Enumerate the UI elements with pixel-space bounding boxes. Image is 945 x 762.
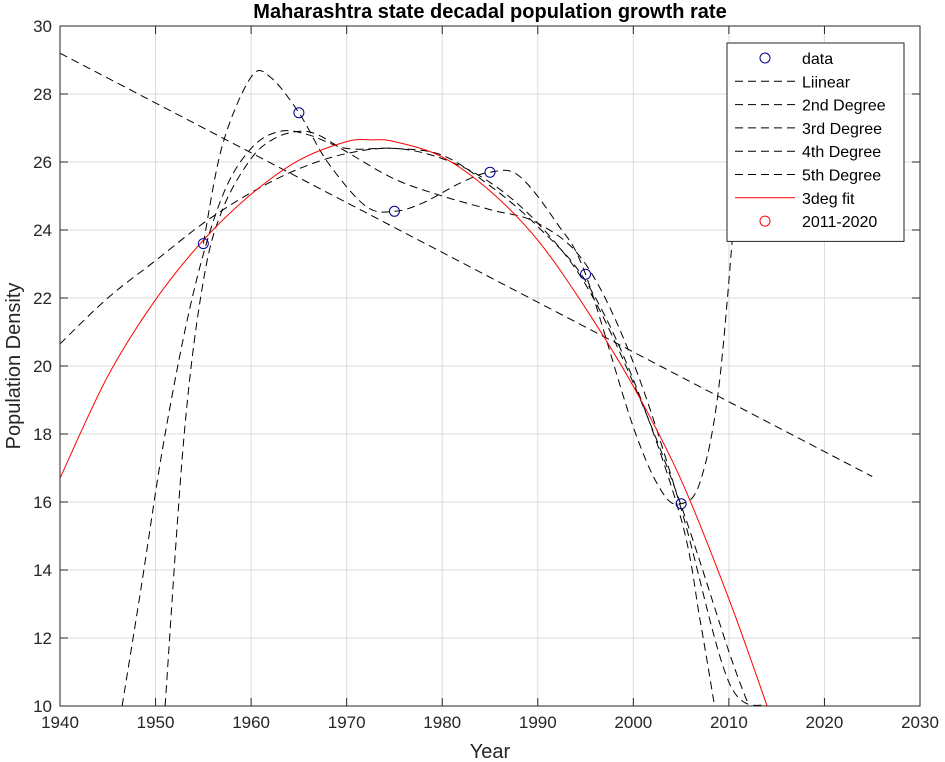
legend-label: 4th Degree — [802, 144, 881, 161]
x-axis-label: Year — [470, 741, 511, 762]
y-tick-label: 24 — [33, 221, 52, 240]
y-axis-label: Population Density — [3, 283, 25, 450]
data-point — [580, 268, 592, 280]
series-lines — [60, 52, 873, 706]
legend-label: Liinear — [802, 74, 851, 91]
y-tick-label: 20 — [33, 357, 52, 376]
x-tick-label: 2000 — [614, 713, 652, 732]
data-point — [484, 166, 496, 178]
series-markers — [197, 107, 687, 510]
y-tick-label: 16 — [33, 493, 52, 512]
data-point — [197, 238, 209, 250]
legend-label: 2011-2020 — [802, 214, 877, 231]
y-tick-label: 30 — [33, 17, 52, 36]
x-tick-label: 1960 — [232, 713, 270, 732]
legend: data Liinear 2nd Degree 3rd Degree 4th Degre… — [726, 42, 905, 242]
data-point — [293, 107, 305, 119]
data-point — [388, 205, 400, 217]
series-line-5th-degree — [202, 69, 739, 505]
legend-label: 5th Degree — [802, 168, 881, 185]
legend-label: 2nd Degree — [802, 98, 886, 115]
legend-marker — [759, 215, 771, 227]
legend-marker — [759, 52, 771, 64]
legend-label: 3rd Degree — [802, 121, 882, 138]
y-tick-label: 22 — [33, 289, 52, 308]
x-tick-label: 2010 — [710, 713, 748, 732]
legend-box — [726, 42, 905, 242]
y-tick-label: 14 — [33, 561, 52, 580]
y-tick-label: 26 — [33, 153, 52, 172]
chart-title: Maharashtra state decadal population gro… — [253, 1, 726, 23]
plot-frame — [59, 25, 921, 707]
x-tick-labels: 1940 1950 1960 1970 1980 1990 2000 2010 2020 2030 — [41, 713, 939, 732]
x-tick-label: 1940 — [41, 713, 79, 732]
x-tick-label: 1950 — [137, 713, 175, 732]
x-tick-label: 2030 — [901, 713, 939, 732]
legend-label: 3deg fit — [802, 191, 855, 208]
y-tick-label: 12 — [33, 629, 52, 648]
series-line-4th-degree — [121, 130, 716, 706]
x-tick-label: 1990 — [519, 713, 557, 732]
x-tick-label: 1980 — [423, 713, 461, 732]
y-tick-labels: 10 12 14 16 18 20 22 24 26 28 30 — [33, 17, 52, 716]
x-tick-label: 2020 — [806, 713, 844, 732]
series-line-3rd-degree — [164, 130, 768, 706]
x-tick-label: 1970 — [328, 713, 366, 732]
data-point — [675, 498, 687, 510]
series-line-liinear — [60, 52, 873, 477]
series-line-2nd-degree — [60, 147, 750, 706]
series-line-3deg-fit — [60, 138, 768, 706]
legend-label: data — [802, 51, 833, 68]
y-tick-label: 18 — [33, 425, 52, 444]
y-tick-label: 10 — [33, 697, 52, 716]
y-tick-label: 28 — [33, 85, 52, 104]
